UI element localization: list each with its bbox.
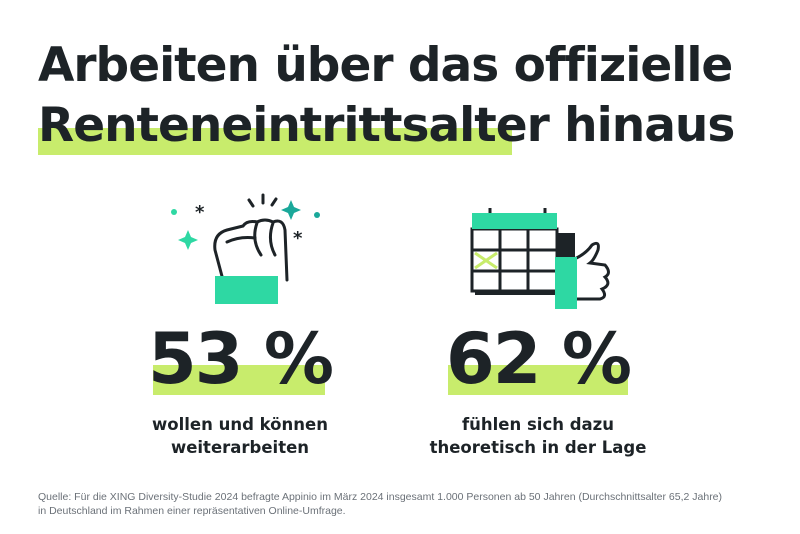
caption-line: fühlen sich dazu xyxy=(461,415,615,434)
title-highlight-text: Renteneintrittsalter xyxy=(38,98,550,153)
svg-text:*: * xyxy=(195,202,205,223)
page-title-line2: Renteneintrittsalter hinaus xyxy=(38,98,735,154)
footnote-line: Quelle: Für die XING Diversity-Studie 20… xyxy=(38,491,723,503)
page-title-line1: Arbeiten über das offizielle xyxy=(38,38,733,93)
source-footnote: Quelle: Für die XING Diversity-Studie 20… xyxy=(38,490,778,518)
stat-caption-2: fühlen sich dazu theoretisch in der Lage xyxy=(388,413,688,459)
title-rest-text: hinaus xyxy=(564,98,735,153)
raised-fist-icon: * * xyxy=(171,193,320,304)
stat-caption-1: wollen und können weiterarbeiten xyxy=(90,413,390,459)
calendar-thumbs-up-icon xyxy=(470,208,610,309)
caption-line: wollen und können xyxy=(152,415,328,434)
title-highlight xyxy=(38,128,512,155)
caption-line: weiterarbeiten xyxy=(170,438,310,457)
caption-line: theoretisch in der Lage xyxy=(429,438,647,457)
footnote-line: in Deutschland im Rahmen einer repräsent… xyxy=(38,505,346,517)
stat-highlight-1 xyxy=(153,365,325,395)
svg-text:*: * xyxy=(293,228,303,249)
stat-value-1: 53 % xyxy=(148,318,334,400)
stat-value-2: 62 % xyxy=(446,318,632,400)
stat-highlight-2 xyxy=(448,365,628,395)
